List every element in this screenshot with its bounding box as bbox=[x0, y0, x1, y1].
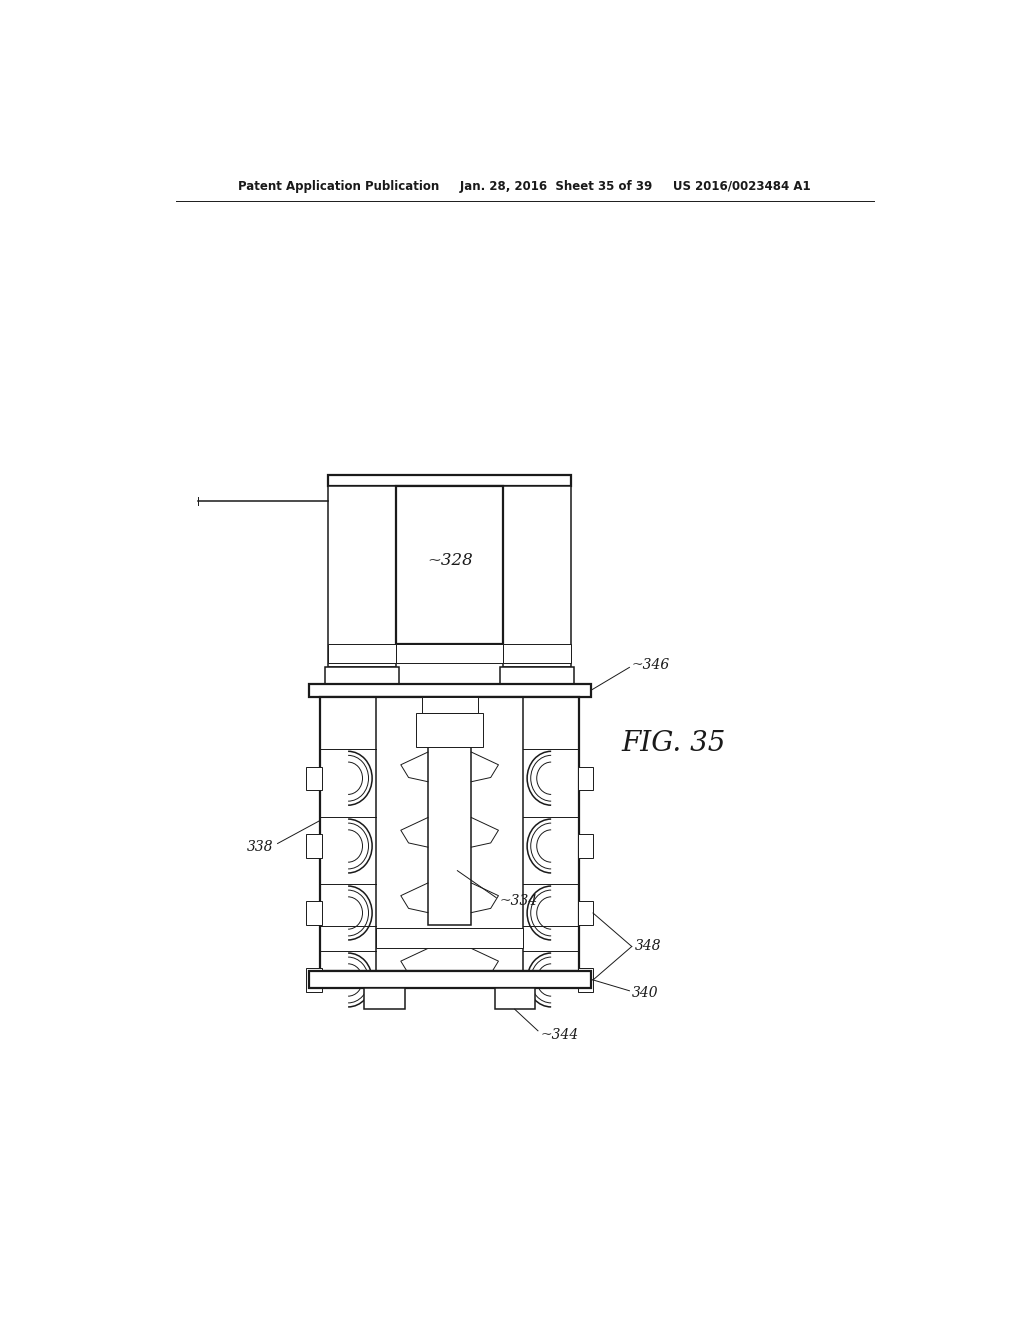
Bar bbox=[306, 969, 322, 991]
Bar bbox=[578, 969, 593, 991]
Text: 348: 348 bbox=[635, 940, 662, 953]
Bar bbox=[328, 644, 396, 663]
Bar bbox=[396, 644, 503, 663]
Bar bbox=[328, 475, 571, 486]
Text: 338: 338 bbox=[247, 841, 273, 854]
Text: ~328: ~328 bbox=[427, 552, 472, 569]
Bar bbox=[328, 486, 396, 667]
Text: ~344: ~344 bbox=[541, 1028, 579, 1041]
Bar bbox=[308, 970, 591, 987]
Bar bbox=[306, 834, 322, 858]
Bar bbox=[500, 667, 574, 684]
Text: FIG. 35: FIG. 35 bbox=[622, 730, 726, 758]
Bar bbox=[503, 486, 571, 667]
Bar bbox=[306, 767, 322, 789]
Bar bbox=[503, 644, 571, 663]
Bar bbox=[321, 697, 579, 970]
Bar bbox=[306, 902, 322, 924]
Text: Patent Application Publication     Jan. 28, 2016  Sheet 35 of 39     US 2016/002: Patent Application Publication Jan. 28, … bbox=[239, 181, 811, 194]
Bar bbox=[325, 667, 399, 684]
Text: ~346: ~346 bbox=[632, 659, 670, 672]
Bar bbox=[308, 684, 591, 697]
Bar bbox=[495, 987, 535, 1010]
Bar bbox=[578, 902, 593, 924]
Bar bbox=[365, 987, 404, 1010]
Bar bbox=[578, 834, 593, 858]
Text: 340: 340 bbox=[632, 986, 658, 1001]
Bar bbox=[376, 928, 523, 948]
Text: ~334: ~334 bbox=[500, 895, 539, 908]
Bar bbox=[578, 767, 593, 789]
Bar bbox=[417, 713, 483, 747]
Bar bbox=[396, 486, 503, 644]
Bar bbox=[428, 697, 471, 924]
Bar bbox=[422, 697, 477, 713]
